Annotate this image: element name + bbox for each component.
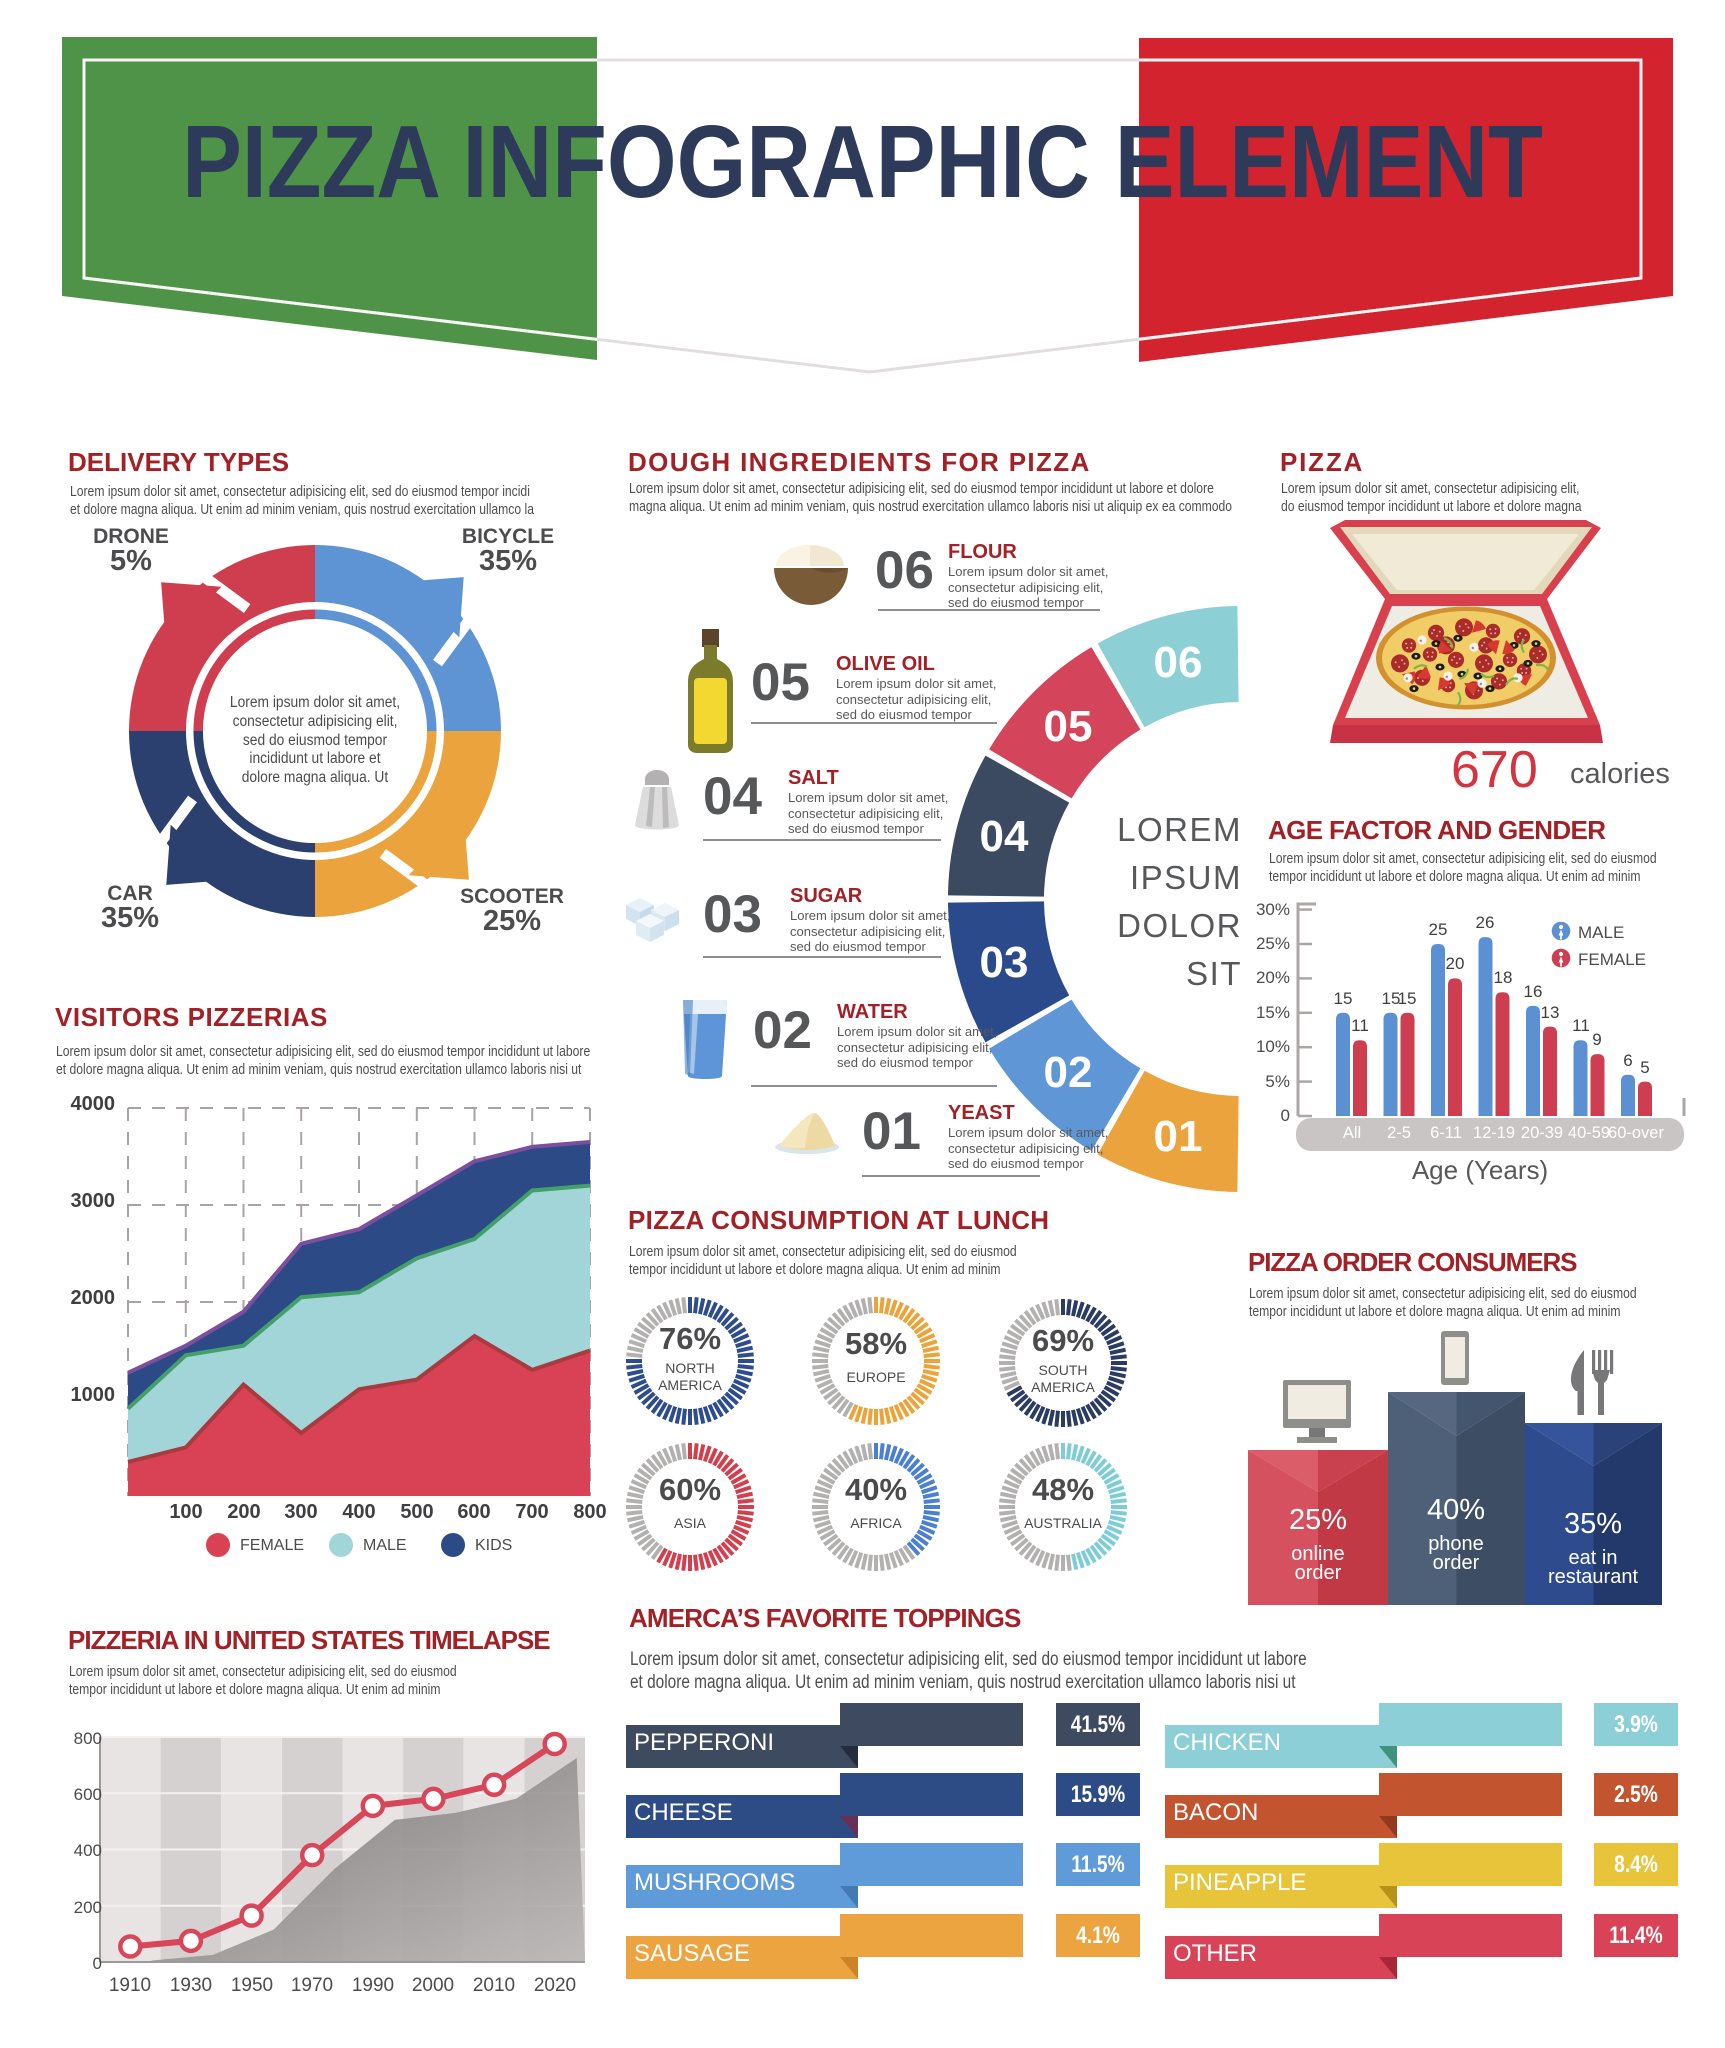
svg-text:03: 03 bbox=[980, 938, 1029, 987]
svg-text:01: 01 bbox=[1154, 1112, 1203, 1161]
svg-text:04: 04 bbox=[980, 812, 1029, 861]
svg-text:05: 05 bbox=[1044, 702, 1093, 751]
svg-text:06: 06 bbox=[1154, 638, 1203, 687]
svg-text:02: 02 bbox=[1044, 1048, 1093, 1097]
